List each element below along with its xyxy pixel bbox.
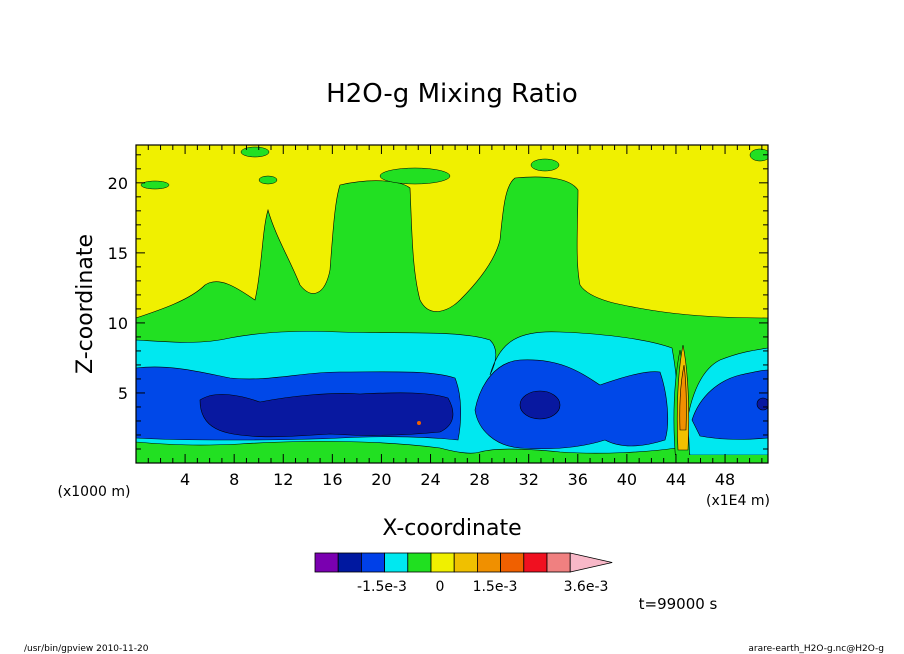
colorbar-label: 3.6e-3	[564, 579, 609, 595]
x-tick-label: 48	[715, 470, 735, 489]
footer-right: arare-earth_H2O-g.nc@H2O-g	[748, 644, 884, 654]
x-tick-label: 24	[420, 470, 440, 489]
colorbar-swatch	[384, 552, 409, 573]
time-label: t=99000 s	[639, 595, 718, 613]
colorbar-label: 1.5e-3	[473, 579, 518, 595]
x-tick-label: 20	[371, 470, 391, 489]
x-axis: 4 8 12 16 20 24 28 32 36 40 44 48	[147, 145, 763, 489]
chart-title: H2O-g Mixing Ratio	[326, 79, 578, 109]
colorbar-swatch	[453, 552, 478, 573]
y-tick-label: 10	[108, 314, 128, 333]
x-unit-right: (x1E4 m)	[706, 493, 770, 509]
x-axis-label: X-coordinate	[382, 516, 521, 541]
y-axis: 5 10 15 20	[108, 154, 768, 450]
colorbar-swatch	[360, 552, 385, 573]
colorbar-label: -1.5e-3	[357, 579, 407, 595]
x-tick-label: 28	[469, 470, 489, 489]
x-tick-label: 32	[519, 470, 539, 489]
colorbar-swatch	[407, 552, 432, 573]
x-tick-label: 4	[180, 470, 190, 489]
contour-field	[136, 145, 768, 463]
colorbar: -1.5e-3 0 1.5e-3 3.6e-3	[314, 552, 613, 595]
y-axis-label: Z-coordinate	[73, 234, 98, 374]
y-tick-label: 5	[118, 384, 128, 403]
colorbar-label: 0	[436, 579, 445, 595]
colorbar-swatch	[500, 552, 525, 573]
colorbar-swatch	[476, 552, 501, 573]
x-unit-left: (x1000 m)	[58, 484, 131, 500]
x-tick-label: 12	[273, 470, 293, 489]
y-tick-label: 20	[108, 174, 128, 193]
footer-left: /usr/bin/gpview 2010-11-20	[24, 644, 149, 654]
colorbar-swatch	[430, 552, 455, 573]
x-tick-label: 44	[666, 470, 686, 489]
plot-frame	[135, 144, 769, 464]
colorbar-arrow	[569, 552, 613, 573]
colorbar-swatch	[546, 552, 571, 573]
x-tick-label: 40	[617, 470, 637, 489]
colorbar-swatch	[523, 552, 548, 573]
x-tick-label: 8	[229, 470, 239, 489]
y-tick-label: 15	[108, 244, 128, 263]
colorbar-swatch	[314, 552, 339, 573]
x-tick-label: 16	[322, 470, 342, 489]
x-tick-label: 36	[568, 470, 588, 489]
colorbar-swatch	[337, 552, 362, 573]
